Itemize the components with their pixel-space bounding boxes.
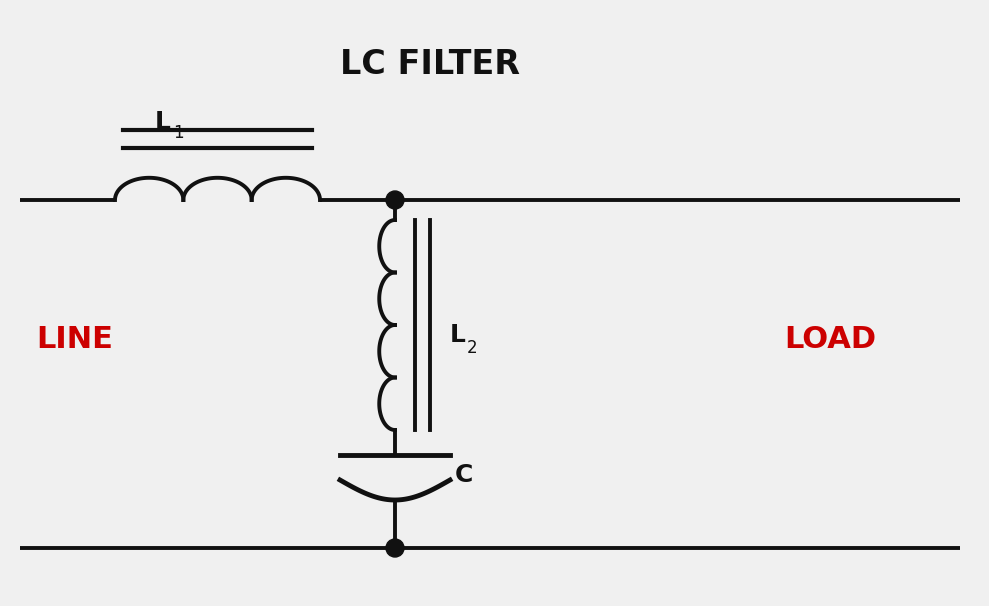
Text: L: L xyxy=(450,323,466,347)
Circle shape xyxy=(386,539,404,557)
Text: 2: 2 xyxy=(467,339,478,357)
Text: 1: 1 xyxy=(173,124,184,142)
Circle shape xyxy=(386,191,404,209)
Text: L: L xyxy=(155,110,171,134)
Text: C: C xyxy=(455,463,474,487)
Text: LINE: LINE xyxy=(37,325,114,355)
Text: LC FILTER: LC FILTER xyxy=(340,48,520,81)
Text: LOAD: LOAD xyxy=(784,325,876,355)
